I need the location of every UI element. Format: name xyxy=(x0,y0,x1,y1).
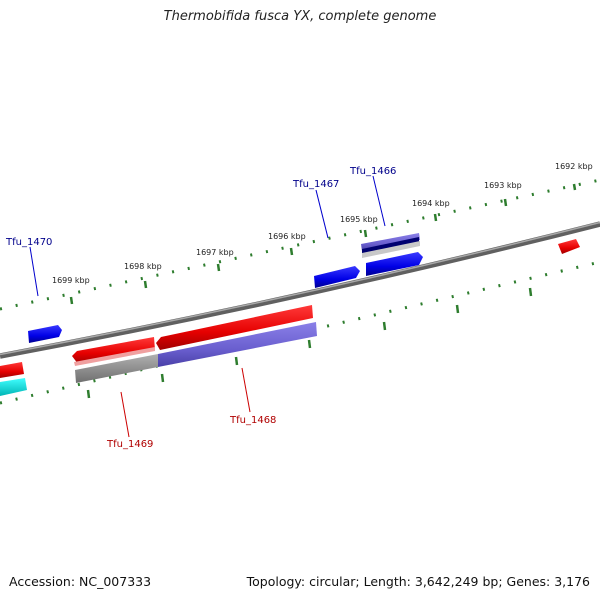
gene-arrow-left-red[interactable] xyxy=(0,362,24,378)
cds-feature-tfu-1466-dark xyxy=(362,237,419,254)
outer-major-ticks xyxy=(69,183,577,305)
cds-feature-tfu-1468 xyxy=(158,322,317,367)
gene-label-tfu-1468[interactable]: Tfu_1468 xyxy=(229,415,276,426)
kbp-label: 1693 kbp xyxy=(484,181,522,190)
gene-arrow-tfu-1470[interactable] xyxy=(28,325,62,343)
genome-backbone-highlight xyxy=(0,221,600,356)
gene-arrow-tfu-1468[interactable] xyxy=(156,305,313,350)
kbp-labels: 1692 kbp 1693 kbp 1694 kbp 1695 kbp 1696… xyxy=(52,162,593,285)
kbp-label: 1695 kbp xyxy=(340,215,378,224)
kbp-label: 1699 kbp xyxy=(52,276,90,285)
gene-arrow-tfu-1466[interactable] xyxy=(366,252,423,276)
gene-label-tfu-1467[interactable]: Tfu_1467 xyxy=(292,179,339,190)
inner-scale-track xyxy=(0,260,600,405)
gene-arrow-tfu-1469[interactable] xyxy=(72,337,155,364)
gene-arrow-right[interactable] xyxy=(558,239,580,254)
accession-text: Accession: NC_007333 xyxy=(9,574,152,589)
kbp-label: 1694 kbp xyxy=(412,199,450,208)
genome-backbone xyxy=(0,221,600,359)
gene-label-tfu-1469[interactable]: Tfu_1469 xyxy=(106,439,153,450)
kbp-label: 1692 kbp xyxy=(555,162,593,171)
kbp-label: 1697 kbp xyxy=(196,248,234,257)
cds-feature-tfu-1466-shade xyxy=(362,241,420,258)
label-leaders xyxy=(29,175,386,438)
gene-label-tfu-1466[interactable]: Tfu_1466 xyxy=(349,166,396,177)
inner-major-ticks xyxy=(86,287,533,399)
gene-arrow-tfu-1467[interactable] xyxy=(314,266,360,288)
gene-label-tfu-1470[interactable]: Tfu_1470 xyxy=(5,237,52,248)
kbp-label: 1696 kbp xyxy=(268,232,306,241)
rna-feature-left[interactable] xyxy=(0,378,27,396)
kbp-label: 1698 kbp xyxy=(124,262,162,271)
genome-summary-text: Topology: circular; Length: 3,642,249 bp… xyxy=(246,574,590,589)
gene-arrow-shade xyxy=(74,347,155,366)
cds-feature-tfu-1469 xyxy=(75,354,158,383)
map-title: Thermobifida fusca YX, complete genome xyxy=(163,9,437,24)
